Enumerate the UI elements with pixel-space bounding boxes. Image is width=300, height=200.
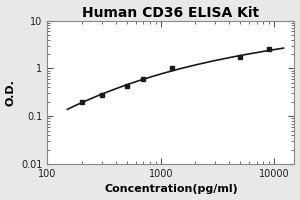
- X-axis label: Concentration(pg/ml): Concentration(pg/ml): [104, 184, 238, 194]
- Title: Human CD36 ELISA Kit: Human CD36 ELISA Kit: [82, 6, 260, 20]
- Y-axis label: O.D.: O.D.: [6, 79, 16, 106]
